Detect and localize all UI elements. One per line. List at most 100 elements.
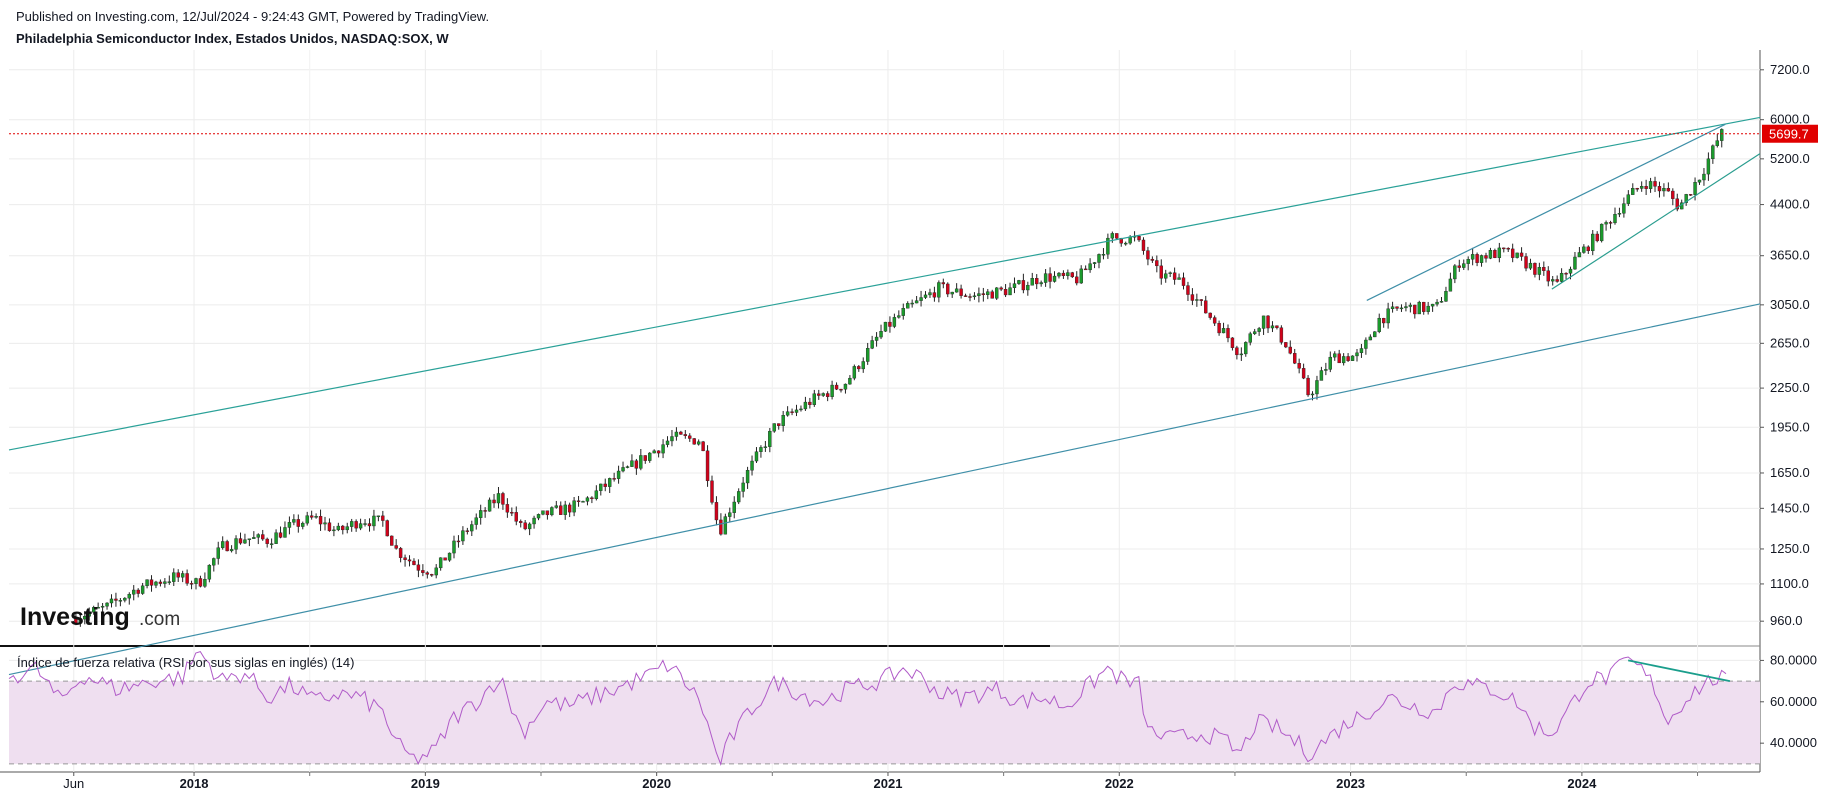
candle[interactable] [1648, 177, 1653, 193]
candle[interactable] [843, 383, 848, 394]
candle[interactable] [545, 510, 550, 520]
candle[interactable] [1453, 264, 1457, 284]
candle[interactable] [1226, 324, 1230, 343]
candle[interactable] [1542, 261, 1546, 276]
candle[interactable] [421, 564, 425, 577]
candle[interactable] [1346, 353, 1350, 363]
candle[interactable] [559, 501, 563, 515]
candle[interactable] [990, 289, 994, 299]
candle[interactable] [928, 288, 932, 298]
candle[interactable] [1666, 182, 1671, 192]
candle[interactable] [1430, 303, 1435, 312]
candle[interactable] [185, 569, 189, 586]
candle[interactable] [1644, 179, 1648, 196]
candle[interactable] [1604, 220, 1608, 231]
candle[interactable] [189, 580, 194, 590]
candle[interactable] [879, 324, 883, 340]
candle[interactable] [830, 380, 834, 400]
candle[interactable] [256, 533, 260, 545]
candle[interactable] [140, 582, 145, 595]
candle[interactable] [1537, 262, 1542, 281]
candle[interactable] [1426, 301, 1430, 315]
candle[interactable] [1377, 313, 1381, 334]
candle[interactable] [1017, 279, 1021, 285]
candle[interactable] [630, 454, 634, 467]
candle[interactable] [972, 292, 977, 300]
candle[interactable] [1684, 193, 1688, 206]
candle[interactable] [745, 466, 750, 489]
candle[interactable] [1337, 349, 1341, 364]
candle[interactable] [883, 321, 888, 332]
candle[interactable] [336, 522, 341, 532]
candle[interactable] [536, 513, 541, 521]
candle[interactable] [585, 496, 590, 506]
candle[interactable] [1208, 312, 1212, 320]
candle[interactable] [203, 572, 207, 588]
candle[interactable] [1293, 348, 1297, 365]
candle[interactable] [1097, 253, 1101, 269]
candle[interactable] [594, 485, 599, 501]
candle[interactable] [901, 303, 905, 320]
candle[interactable] [1319, 366, 1324, 381]
candle[interactable] [332, 526, 336, 537]
candle[interactable] [523, 520, 527, 531]
candle[interactable] [790, 408, 794, 416]
candle[interactable] [839, 388, 843, 393]
candle[interactable] [225, 539, 229, 552]
candle[interactable] [345, 522, 349, 534]
candle[interactable] [229, 545, 234, 553]
candle[interactable] [821, 392, 825, 397]
candle[interactable] [176, 569, 180, 582]
candle[interactable] [1697, 179, 1702, 185]
candle[interactable] [1012, 277, 1017, 294]
candle[interactable] [616, 465, 621, 484]
candle[interactable] [527, 522, 532, 536]
candle[interactable] [136, 588, 140, 598]
candle[interactable] [665, 436, 670, 448]
candle[interactable] [941, 278, 946, 289]
candle[interactable] [1488, 247, 1493, 260]
candle[interactable] [1328, 351, 1333, 373]
candle[interactable] [212, 557, 216, 572]
candle[interactable] [963, 293, 968, 298]
candle[interactable] [648, 452, 652, 463]
candle[interactable] [1261, 315, 1266, 335]
candle[interactable] [572, 497, 576, 517]
candle[interactable] [1195, 293, 1199, 307]
candle[interactable] [1622, 197, 1626, 218]
candle[interactable] [1510, 243, 1515, 263]
candle[interactable] [243, 533, 247, 544]
candle[interactable] [487, 497, 492, 512]
candle[interactable] [1003, 284, 1008, 298]
candle[interactable] [812, 389, 817, 407]
candle[interactable] [358, 518, 363, 531]
candle[interactable] [416, 559, 421, 578]
candle[interactable] [443, 557, 447, 561]
candle[interactable] [968, 293, 972, 302]
candle[interactable] [723, 513, 728, 535]
candle[interactable] [1066, 269, 1070, 280]
candle[interactable] [1008, 282, 1012, 296]
candle[interactable] [252, 531, 256, 539]
candle[interactable] [870, 335, 874, 350]
candle[interactable] [1573, 251, 1577, 270]
candle[interactable] [794, 404, 799, 417]
candle[interactable] [1288, 340, 1292, 355]
candle[interactable] [1408, 302, 1413, 313]
candle[interactable] [892, 313, 897, 329]
candle[interactable] [1106, 233, 1110, 259]
candle[interactable] [688, 433, 692, 442]
candle[interactable] [1026, 281, 1030, 296]
candle[interactable] [114, 592, 118, 607]
candle[interactable] [1626, 190, 1631, 206]
candle[interactable] [1506, 247, 1510, 252]
candle[interactable] [430, 573, 434, 577]
candle[interactable] [799, 405, 803, 412]
candle[interactable] [456, 535, 461, 548]
candle[interactable] [683, 430, 688, 439]
candle[interactable] [550, 506, 554, 517]
candle[interactable] [999, 286, 1003, 292]
candle[interactable] [501, 491, 505, 510]
candle[interactable] [1595, 231, 1599, 243]
candle[interactable] [372, 509, 376, 531]
